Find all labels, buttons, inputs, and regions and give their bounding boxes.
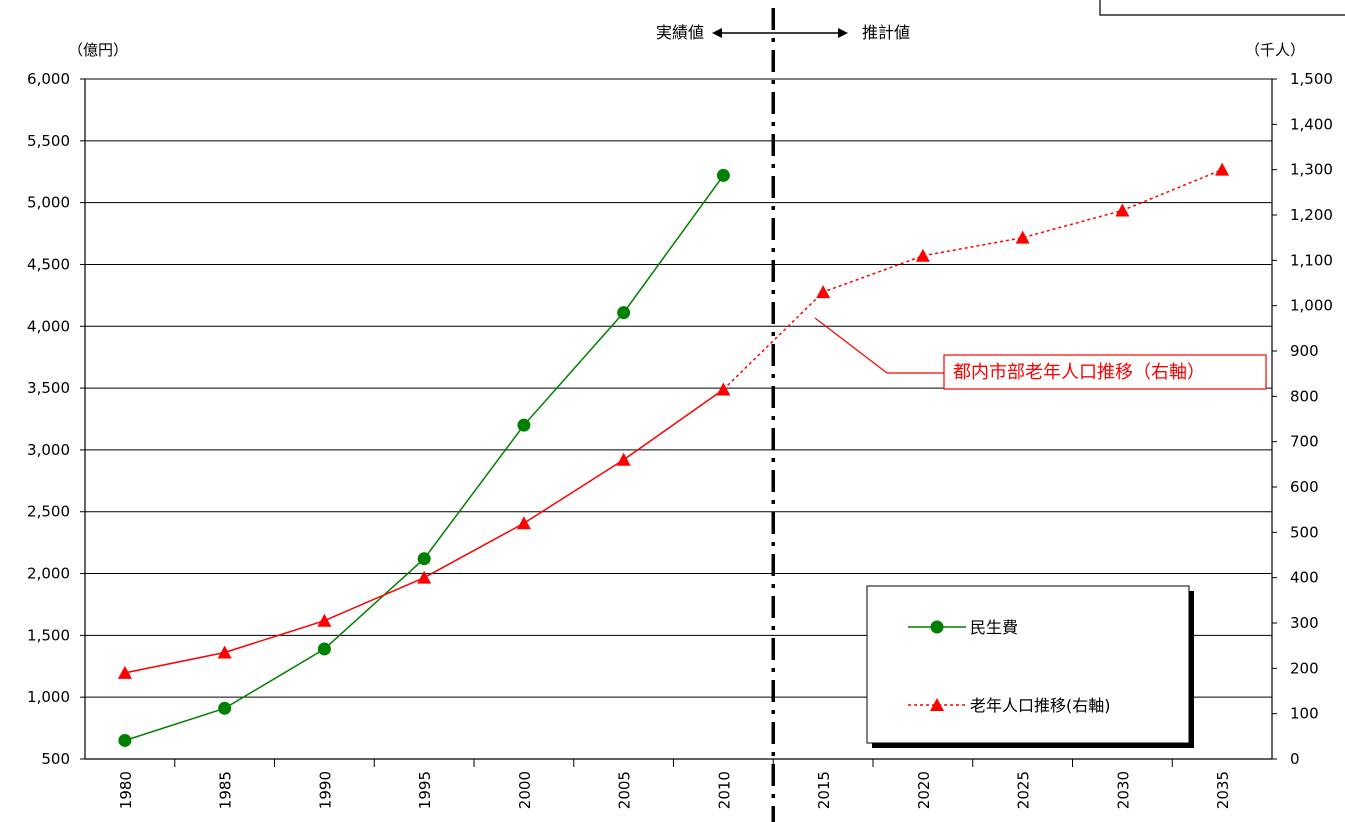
legend-box <box>866 585 1190 744</box>
data-point <box>1015 230 1030 244</box>
right-axis-tick-label: 200 <box>1290 659 1319 677</box>
right-axis-tick-label: 700 <box>1290 433 1319 451</box>
right-axis-tick-label: 1,500 <box>1290 70 1333 88</box>
axes-layer <box>84 79 1273 760</box>
right-axis-tick-label: 500 <box>1290 523 1319 541</box>
x-axis-tick-label: 1980 <box>117 771 135 809</box>
x-axis-tick-label: 2010 <box>715 771 733 809</box>
series-layer <box>117 162 1230 747</box>
right-axis-tick-label: 300 <box>1290 614 1319 632</box>
right-axis-tick-label: 1,000 <box>1290 297 1333 315</box>
top-right-frame <box>1099 0 1345 16</box>
actual-values-label: 実績値 <box>656 23 704 42</box>
legend: 民生費 老年人口推移(右軸) <box>866 585 1194 748</box>
left-axis-tick-label: 3,000 <box>27 441 70 459</box>
projected-values-label: 推計値 <box>862 23 910 42</box>
x-axis-tick-label: 2035 <box>1214 771 1232 809</box>
right-axis-tick-label: 600 <box>1290 478 1319 496</box>
data-point <box>417 552 431 566</box>
x-axis-tick-label: 2005 <box>616 771 634 809</box>
legend-welfare-marker <box>930 620 944 634</box>
x-axis-tick-label: 2020 <box>915 771 933 809</box>
series-line <box>124 174 724 742</box>
series-line-dashed <box>722 168 1223 391</box>
grid-layer <box>85 78 1272 698</box>
left-axis-tick-label: 2,500 <box>27 503 70 521</box>
series-line-solid <box>124 388 724 674</box>
data-point <box>1115 203 1130 217</box>
left-axis-tick-label: 1,000 <box>27 688 70 706</box>
data-point <box>117 665 132 679</box>
x-axis-tick-label: 2025 <box>1015 771 1033 809</box>
ticks-layer: 500 1,000 1,500 2,000 2,500 3,000 3,500 4,000 4,… <box>27 70 1333 809</box>
left-axis-tick-label: 4,000 <box>27 317 70 335</box>
data-point <box>1215 162 1230 176</box>
left-axis-tick-label: 1,500 <box>27 626 70 644</box>
data-point <box>716 168 730 182</box>
x-axis-tick-label: 1985 <box>217 771 235 809</box>
right-axis-tick-label: 1,100 <box>1290 251 1333 269</box>
data-point <box>317 642 331 656</box>
right-axis-tick-label: 1,300 <box>1290 161 1333 179</box>
data-point <box>816 285 831 299</box>
x-axis-tick-label: 2015 <box>815 771 833 809</box>
legend-item-welfare: 民生費 <box>908 618 1018 637</box>
divider-layer: 実績値 推計値 <box>656 8 910 822</box>
left-axis-tick-label: 6,000 <box>27 70 70 88</box>
x-axis-tick-label: 2030 <box>1114 771 1132 809</box>
right-axis-tick-label: 800 <box>1290 387 1319 405</box>
data-point <box>417 570 432 584</box>
data-point <box>118 733 132 747</box>
x-axis-tick-label: 1990 <box>316 771 334 809</box>
right-axis-tick-label: 0 <box>1290 750 1300 768</box>
right-axis-tick-label: 900 <box>1290 342 1319 360</box>
left-axis-tick-label: 4,500 <box>27 255 70 273</box>
data-point <box>915 248 930 262</box>
left-axis-tick-label: 2,000 <box>27 565 70 583</box>
series-welfare <box>118 168 730 747</box>
callout-box <box>943 354 1267 390</box>
callout-leader-line <box>814 317 944 374</box>
data-point <box>517 418 531 432</box>
callout: 都内市部老年人口推移（右軸） <box>814 317 1267 390</box>
right-axis-unit-label: （千人） <box>1245 41 1305 59</box>
right-axis-tick-label: 400 <box>1290 569 1319 587</box>
left-axis-unit-label: （億円） <box>68 41 128 59</box>
left-axis-tick-label: 3,500 <box>27 379 70 397</box>
phase-arrow <box>712 28 848 38</box>
legend-elderly-marker <box>930 698 944 711</box>
data-point <box>217 645 232 659</box>
left-axis-tick-label: 5,000 <box>27 194 70 212</box>
legend-welfare-label: 民生費 <box>970 618 1018 637</box>
data-point <box>218 701 232 715</box>
data-point <box>716 382 731 396</box>
data-point <box>617 306 631 320</box>
left-axis-tick-label: 500 <box>41 750 70 768</box>
x-axis-tick-label: 1995 <box>416 771 434 809</box>
right-axis-tick-label: 100 <box>1290 705 1319 723</box>
callout-text: 都内市部老年人口推移（右軸） <box>953 362 1205 383</box>
left-axis-tick-label: 5,500 <box>27 132 70 150</box>
right-axis-tick-label: 1,400 <box>1290 115 1333 133</box>
right-axis-tick-label: 1,200 <box>1290 206 1333 224</box>
data-point <box>516 516 531 530</box>
legend-item-elderly: 老年人口推移(右軸) <box>908 696 1111 715</box>
x-axis-tick-label: 2000 <box>516 771 534 809</box>
data-point <box>616 452 631 466</box>
legend-elderly-label: 老年人口推移(右軸) <box>970 696 1111 715</box>
series-elderly <box>117 162 1230 679</box>
data-point <box>317 613 332 627</box>
